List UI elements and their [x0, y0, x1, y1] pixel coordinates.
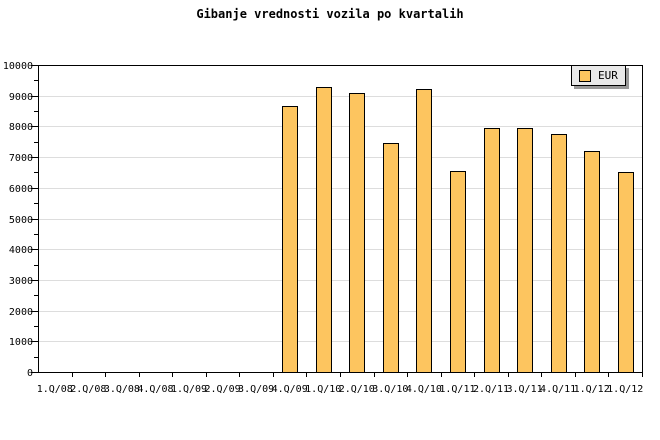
y-tick-label: 8000 — [9, 122, 33, 133]
x-tick-label: 1.Q/09 — [171, 384, 207, 395]
legend-box: EUR — [571, 65, 626, 86]
y-tick-label: 6000 — [9, 184, 33, 195]
x-tick-label: 3.Q/09 — [238, 384, 274, 395]
y-tick-label: 10000 — [3, 61, 33, 72]
x-tick-label: 2.Q/11 — [473, 384, 509, 395]
y-tick-label: 4000 — [9, 245, 33, 256]
x-tick-label: 4.Q/11 — [540, 384, 576, 395]
bar — [416, 89, 432, 373]
x-tick-label: 1.Q/08 — [37, 384, 73, 395]
bar — [618, 172, 634, 373]
y-tick-label: 0 — [27, 368, 33, 379]
x-tick-label: 2.Q/09 — [204, 384, 240, 395]
bar — [349, 93, 365, 373]
legend-color-swatch — [579, 69, 591, 82]
bar — [282, 106, 298, 373]
y-tick-label: 2000 — [9, 307, 33, 318]
bar — [584, 151, 600, 373]
y-tick-label: 3000 — [9, 276, 33, 287]
x-tick-label: 1.Q/11 — [439, 384, 475, 395]
legend-label: EUR — [598, 69, 618, 82]
x-tick-label: 1.Q/10 — [305, 384, 341, 395]
x-tick-label: 4.Q/10 — [406, 384, 442, 395]
bar — [551, 134, 567, 373]
bar — [316, 87, 332, 373]
x-tick-label: 2.Q/10 — [339, 384, 375, 395]
y-tick-label: 1000 — [9, 337, 33, 348]
x-tick-label: 3.Q/08 — [104, 384, 140, 395]
bar — [450, 171, 466, 373]
x-tick-label: 4.Q/08 — [137, 384, 173, 395]
x-tick-label: 1.Q/12 — [574, 384, 610, 395]
bar — [517, 128, 533, 373]
x-tick-label: 2.Q/08 — [70, 384, 106, 395]
x-tick-label: 4.Q/09 — [272, 384, 308, 395]
y-tick-label: 5000 — [9, 215, 33, 226]
bar — [383, 143, 399, 373]
x-tick-label: 3.Q/10 — [372, 384, 408, 395]
bar — [484, 128, 500, 373]
x-tick-label: 3.Q/11 — [506, 384, 542, 395]
y-tick-label: 9000 — [9, 92, 33, 103]
x-tick-label: 1.Q/12 — [607, 384, 643, 395]
y-tick-label: 7000 — [9, 153, 33, 164]
chart-title: Gibanje vrednosti vozila po kvartalih — [196, 7, 464, 21]
